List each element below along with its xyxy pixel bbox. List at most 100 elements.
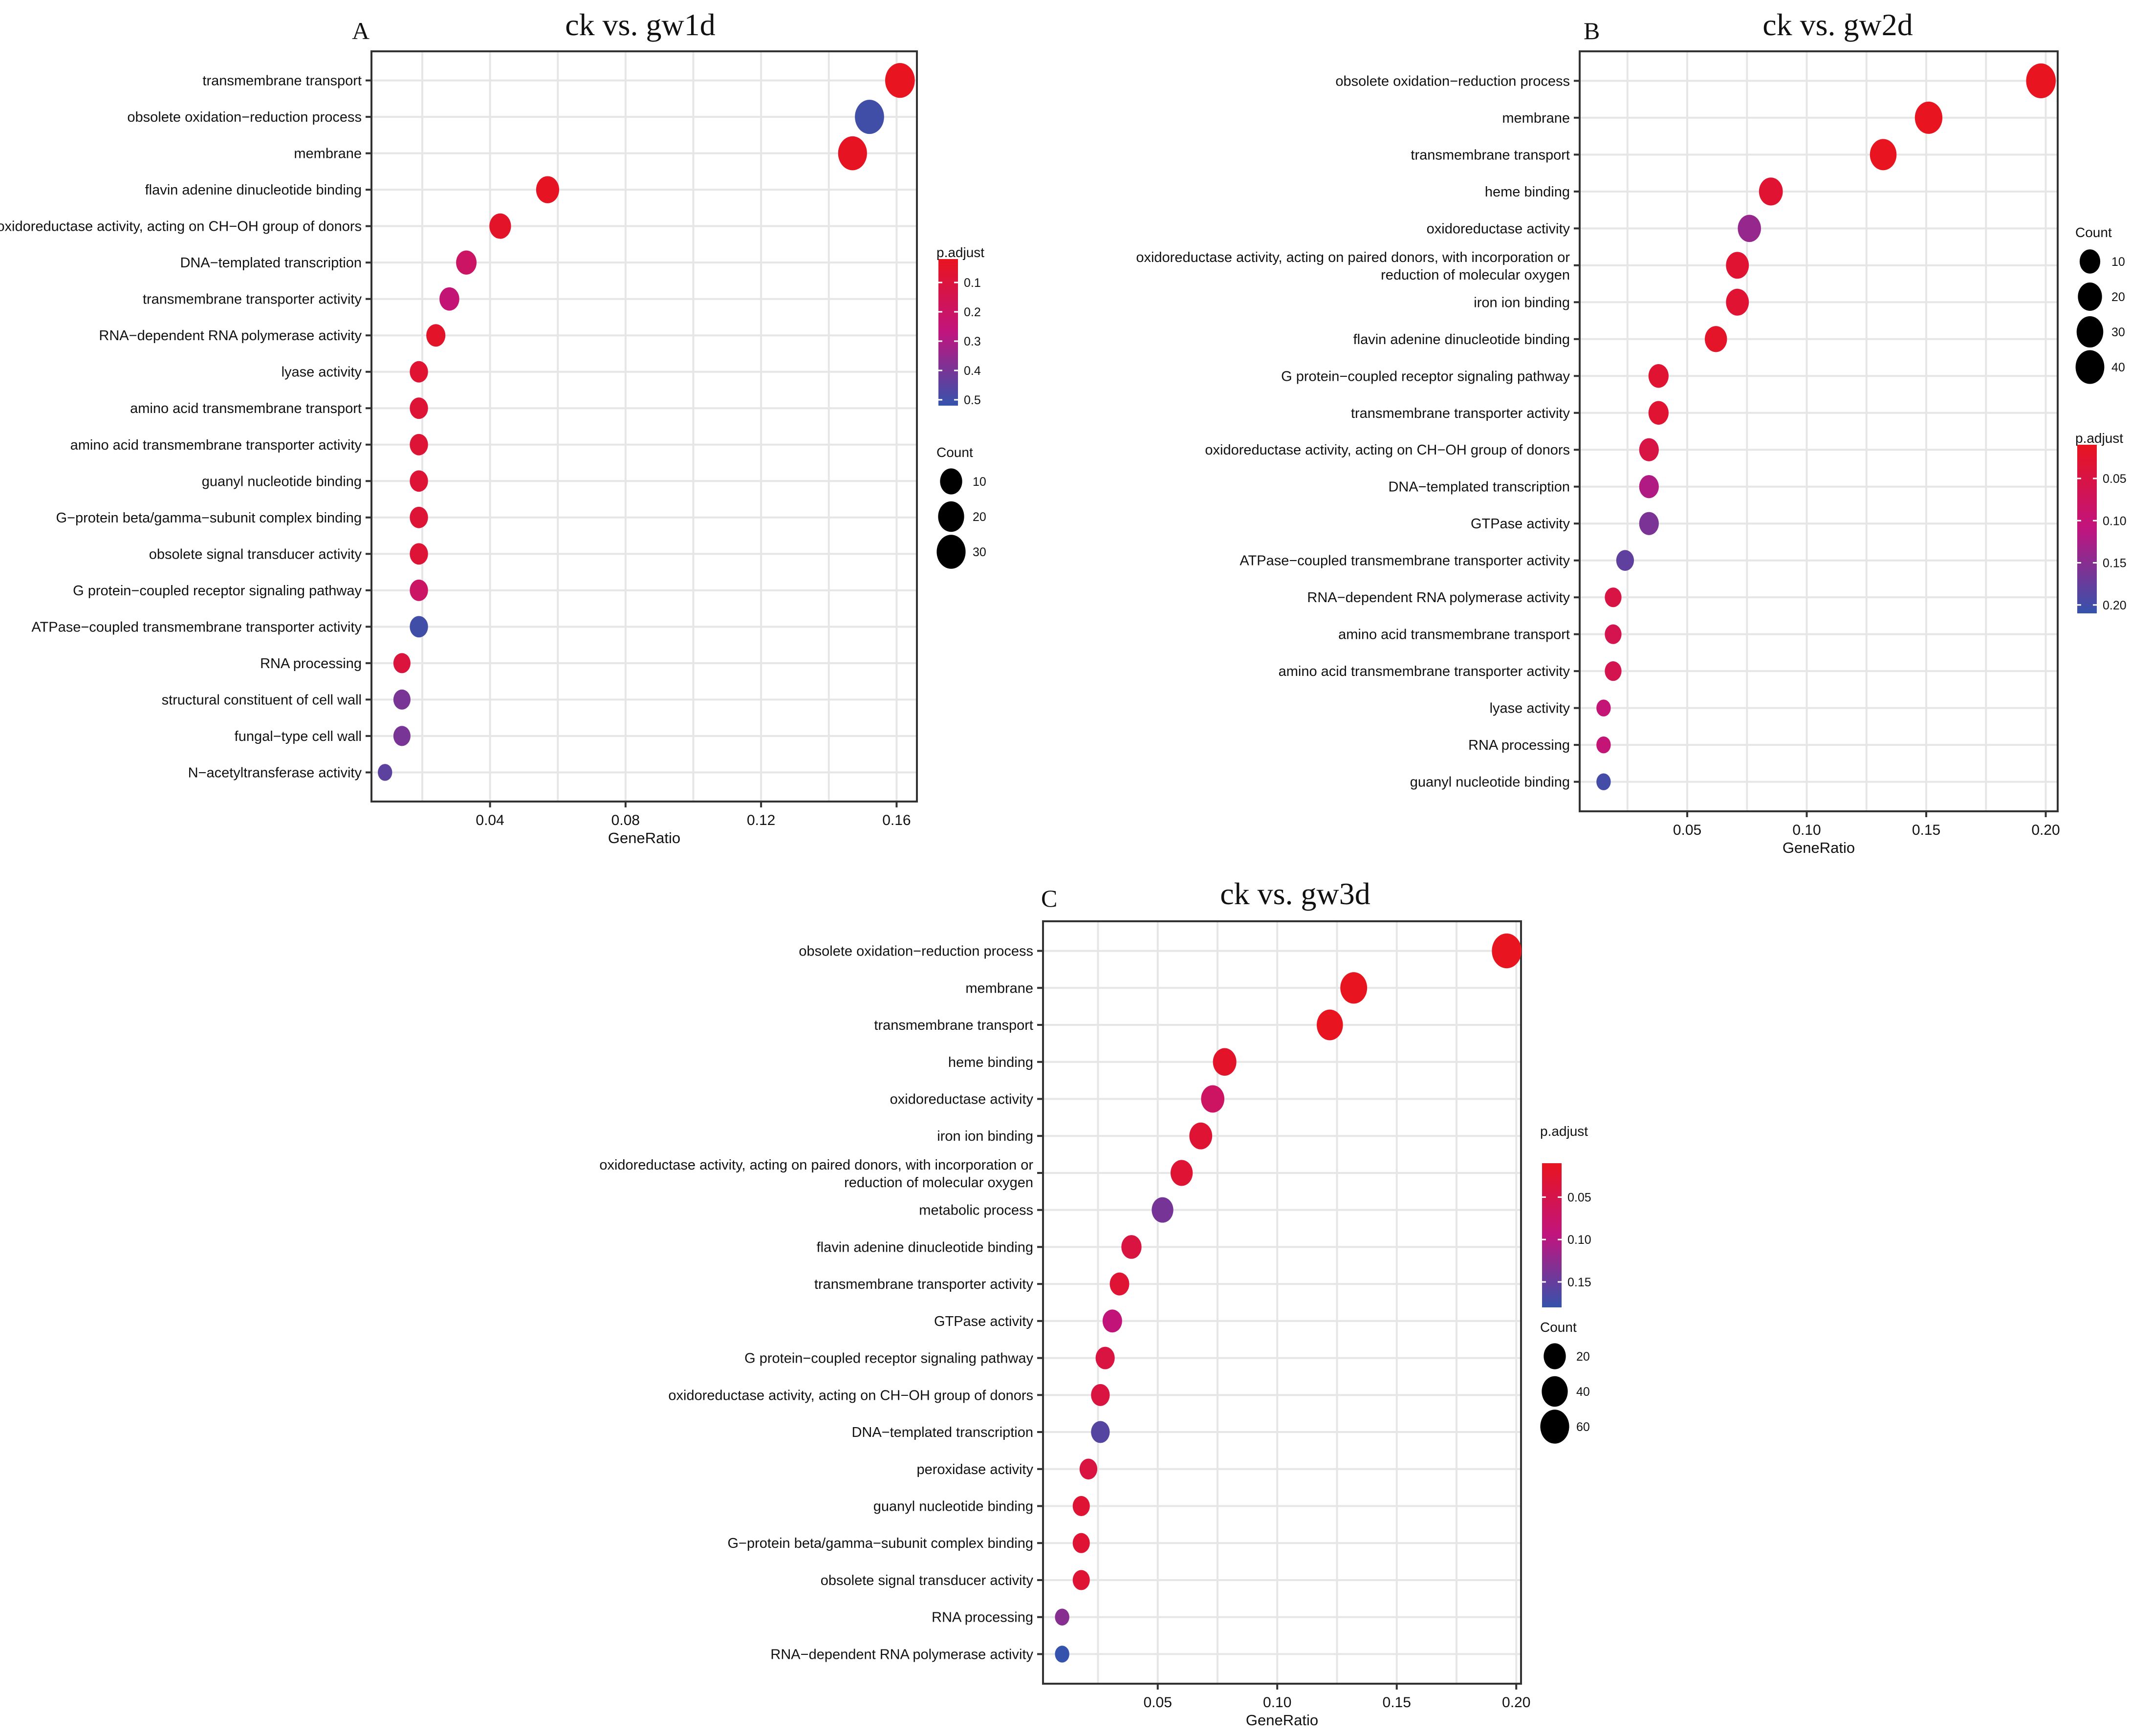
color-legend-tick-label: 0.20	[2103, 599, 2127, 612]
data-point	[838, 136, 867, 171]
y-tick-label: RNA processing	[1468, 738, 1570, 753]
y-tick-label: G protein−coupled receptor signaling pat…	[73, 583, 362, 599]
y-tick-label: transmembrane transporter activity	[1351, 406, 1570, 421]
data-point	[393, 689, 411, 710]
x-tick-label: 0.16	[882, 812, 911, 828]
panel-b: obsolete oxidation−reduction process memb…	[1136, 7, 2126, 856]
y-tick-label: membrane	[294, 146, 362, 162]
y-tick-label: iron ion binding	[937, 1128, 1033, 1144]
data-point	[1639, 438, 1659, 461]
y-tick-label: obsolete signal transducer activity	[149, 546, 362, 562]
x-axis-label: GeneRatio	[1246, 1712, 1318, 1729]
y-tick-label: membrane	[1502, 110, 1570, 126]
data-point	[378, 764, 392, 781]
y-tick-label: transmembrane transport	[874, 1018, 1033, 1033]
size-legend-dot	[2079, 249, 2101, 274]
y-tick-label: ATPase−coupled transmembrane transporter…	[1239, 553, 1570, 569]
y-tick-label: RNA−dependent RNA polymerase activity	[99, 328, 362, 344]
data-point	[410, 543, 428, 565]
size-legend-title: Count	[1540, 1320, 1577, 1335]
y-tick-label: amino acid transmembrane transport	[1338, 627, 1570, 643]
data-point	[456, 250, 477, 275]
data-point	[1870, 139, 1897, 171]
data-point	[1109, 1272, 1130, 1296]
panel-a: transmembrane transport obsolete oxidatio…	[0, 7, 986, 846]
size-legend-label: 20	[2111, 290, 2125, 304]
data-point	[885, 63, 915, 98]
y-tick-label: guanyl nucleotide binding	[873, 1499, 1033, 1515]
x-tick-label: 0.15	[1383, 1694, 1411, 1711]
data-point	[1091, 1421, 1110, 1443]
data-point	[1596, 736, 1611, 754]
y-tick-label: oxidoreductase activity, acting on CH−OH…	[1205, 442, 1570, 458]
data-point	[393, 726, 411, 746]
x-tick-label: 0.08	[611, 812, 640, 828]
color-legend-title: p.adjust	[1540, 1124, 1588, 1139]
y-tick-label-line: oxidoreductase activity, acting on paire…	[1136, 250, 1570, 265]
data-point	[410, 616, 428, 638]
data-point	[1596, 699, 1611, 716]
size-legend-label: 30	[973, 545, 986, 559]
size-legend-title: Count	[2075, 225, 2112, 240]
y-tick-label: transmembrane transport	[202, 73, 362, 89]
y-tick-label: flavin adenine dinucleotide binding	[145, 182, 362, 198]
data-point	[1091, 1384, 1110, 1406]
data-point	[1639, 512, 1659, 535]
color-legend-tick-label: 0.3	[964, 335, 981, 348]
data-point	[1914, 101, 1943, 134]
y-tick-label: amino acid transmembrane transporter act…	[1279, 664, 1570, 679]
size-legend-title: Count	[936, 445, 973, 460]
y-tick-label: RNA−dependent RNA polymerase activity	[770, 1647, 1033, 1662]
data-point	[1648, 364, 1669, 388]
data-point	[1492, 933, 1522, 969]
size-legend-dot	[1540, 1410, 1569, 1444]
data-point	[1072, 1533, 1090, 1553]
data-point	[1648, 401, 1669, 425]
data-point	[410, 397, 428, 419]
color-legend-tick-label: 0.5	[964, 393, 981, 407]
y-tick-label: peroxidase activity	[916, 1462, 1033, 1477]
y-tick-label: flavin adenine dinucleotide binding	[1353, 332, 1570, 347]
data-point	[393, 653, 411, 673]
data-point	[1616, 550, 1634, 571]
x-tick-label: 0.05	[1144, 1694, 1172, 1711]
y-tick-label-line: reduction of molecular oxygen	[844, 1175, 1033, 1191]
y-tick-label: DNA−templated transcription	[851, 1425, 1033, 1440]
size-legend-dot	[1542, 1376, 1568, 1407]
x-tick-label: 0.20	[2031, 822, 2060, 838]
x-axis-label: GeneRatio	[608, 829, 680, 846]
color-legend-tick-label: 0.05	[1567, 1191, 1591, 1204]
x-tick-label: 0.20	[1502, 1694, 1530, 1711]
y-tick-label: fungal−type cell wall	[235, 729, 362, 744]
y-tick-label: transmembrane transport	[1411, 147, 1570, 163]
plot-area	[371, 51, 917, 802]
plot-frame	[370, 50, 918, 803]
color-legend-tick-label: 0.2	[964, 305, 981, 319]
data-point	[439, 287, 459, 311]
data-point	[1605, 624, 1622, 644]
data-point	[1738, 215, 1761, 242]
y-tick-label: ATPase−coupled transmembrane transporter…	[31, 619, 362, 635]
x-axis-label: GeneRatio	[1783, 839, 1855, 856]
data-point	[1189, 1122, 1213, 1150]
data-point	[410, 434, 428, 456]
panel-letter: B	[1584, 17, 1600, 44]
data-point	[410, 470, 428, 492]
y-tick-label: heme binding	[948, 1055, 1033, 1070]
data-point	[1201, 1085, 1225, 1113]
y-tick-label: oxidoreductase activity	[890, 1091, 1034, 1107]
panel-c: obsolete oxidation−reduction process memb…	[599, 876, 1591, 1729]
data-point	[1605, 661, 1622, 681]
plot-area	[1580, 51, 2058, 811]
y-tick-label: transmembrane transporter activity	[814, 1277, 1034, 1292]
y-tick-label: GTPase activity	[934, 1314, 1034, 1329]
panel-letter: A	[352, 17, 370, 44]
data-point	[1726, 288, 1749, 316]
color-legend-tick-label: 0.4	[964, 364, 981, 378]
data-point	[855, 100, 884, 134]
x-tick-label: 0.10	[1792, 822, 1821, 838]
data-point	[1705, 326, 1727, 352]
y-tick-label-line: oxidoreductase activity, acting on paire…	[599, 1157, 1033, 1173]
panel-letter: C	[1041, 885, 1057, 912]
data-point	[1072, 1570, 1090, 1590]
